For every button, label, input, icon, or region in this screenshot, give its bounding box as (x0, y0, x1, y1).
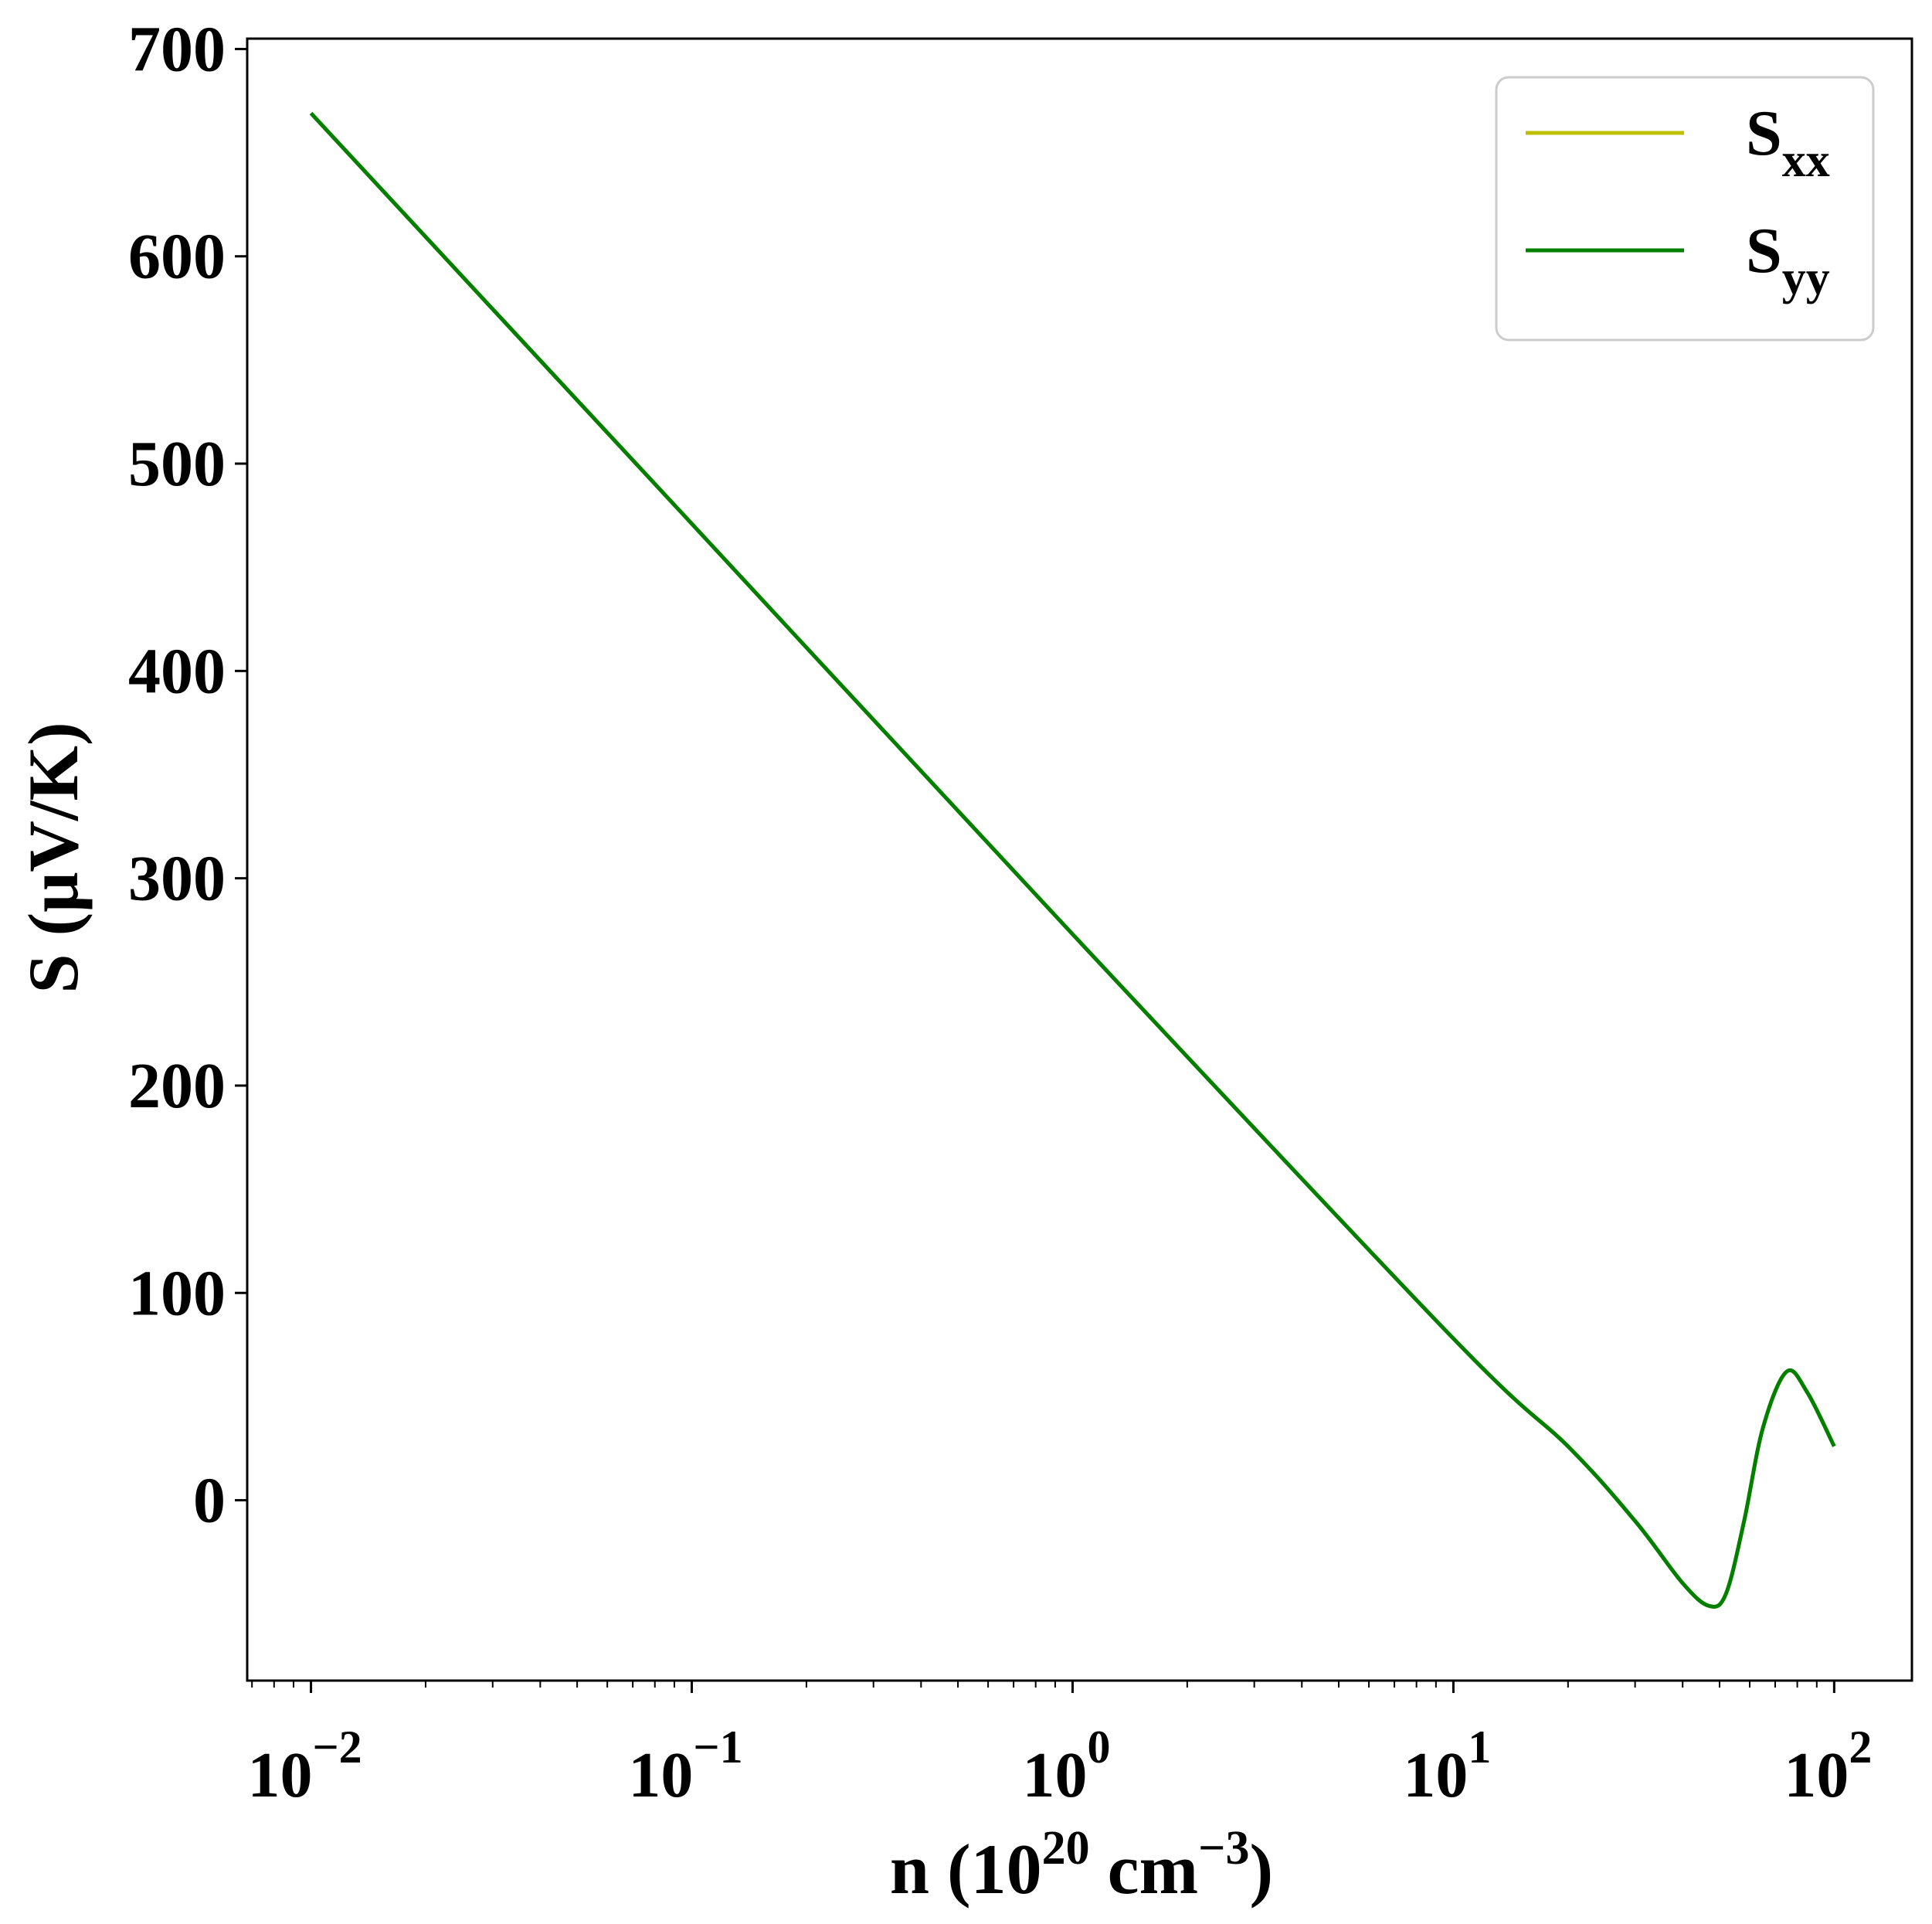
x-tick-label-base: 10 (1403, 1739, 1468, 1811)
x-tick-label-base: 10 (1784, 1739, 1849, 1811)
x-axis-label-exponent-2: −3 (1198, 1822, 1249, 1875)
y-tick-label: 0 (193, 1465, 226, 1537)
legend-label-syy-main: S (1746, 215, 1782, 287)
x-tick-label-base: 10 (628, 1739, 693, 1811)
x-tick-label-exponent: −2 (312, 1722, 362, 1773)
legend: Sxx Syy (1495, 76, 1875, 342)
x-tick-label-exponent: 0 (1087, 1722, 1110, 1773)
plot-frame (246, 37, 1913, 1682)
legend-label-sxx-main: S (1746, 97, 1782, 169)
x-tick-label: 102 (1784, 1722, 1872, 1811)
legend-label-sxx: Sxx (1746, 97, 1830, 187)
y-tick-label: 700 (128, 13, 226, 85)
x-axis-ticks: 10−2 10−1 100 101 102 (247, 1681, 1872, 1811)
x-tick-label: 100 (1022, 1722, 1110, 1811)
legend-label-syy-sub: yy (1782, 252, 1830, 304)
y-tick-label: 300 (128, 843, 226, 915)
x-tick-label: 101 (1403, 1722, 1491, 1811)
x-axis-label-suffix: ) (1250, 1830, 1274, 1909)
x-tick-label-exponent: 2 (1849, 1722, 1872, 1773)
x-tick-label-base: 10 (1022, 1739, 1087, 1811)
x-axis-label-middle: cm (1090, 1830, 1198, 1909)
x-axis-label: n (1020 cm−3) (890, 1822, 1273, 1909)
legend-label-syy: Syy (1746, 215, 1830, 304)
series-layer (309, 111, 1836, 1609)
y-tick-label: 600 (128, 221, 226, 293)
legend-box (1495, 76, 1875, 342)
x-axis-label-prefix: n (10 (890, 1830, 1042, 1909)
y-axis-ticks: 0 100 200 300 400 500 600 700 (128, 13, 247, 1537)
y-axis-label: S (μV/K) (14, 722, 93, 993)
series-line-s-yy (309, 111, 1836, 1609)
y-tick-label: 200 (128, 1050, 226, 1122)
x-tick-label: 10−2 (247, 1722, 362, 1811)
y-tick-label: 400 (128, 635, 226, 707)
x-tick-label-base: 10 (247, 1739, 312, 1811)
legend-label-sxx-sub: xx (1782, 134, 1830, 187)
y-tick-label: 500 (128, 428, 226, 500)
x-tick-label-exponent: 1 (1468, 1722, 1491, 1773)
x-tick-label-exponent: −1 (693, 1722, 742, 1773)
x-axis-label-exponent-1: 20 (1042, 1822, 1090, 1875)
x-tick-label: 10−1 (628, 1722, 742, 1811)
y-tick-label: 100 (128, 1257, 226, 1329)
